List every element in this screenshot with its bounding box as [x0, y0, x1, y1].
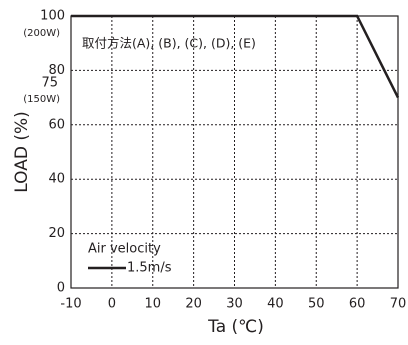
y-annotation: (200W) — [23, 28, 60, 39]
x-tick-label: 20 — [185, 297, 202, 312]
y-axis-title: LOAD (%) — [12, 111, 32, 193]
series-line — [71, 14, 400, 99]
x-tick-label: 50 — [308, 297, 325, 312]
x-tick-label: -10 — [60, 297, 81, 312]
x-tick-label: 60 — [349, 297, 366, 312]
y-tick-label: 20 — [48, 226, 65, 241]
y-tick-label: 60 — [48, 117, 65, 132]
y-tick-label: 80 — [48, 63, 65, 78]
x-tick-label: 0 — [108, 297, 116, 312]
y-tick-label: 100 — [40, 9, 65, 24]
x-tick-label: 10 — [144, 297, 161, 312]
y-tick-label: 0 — [57, 281, 65, 296]
mounting-note: 取付方法(A), (B), (C), (D), (E) — [82, 36, 256, 51]
x-tick-label: 40 — [267, 297, 284, 312]
x-tick-label: 30 — [226, 297, 243, 312]
y-annotation: 75 — [41, 76, 58, 91]
x-axis-title: Ta (℃) — [207, 317, 264, 337]
x-tick-label: 70 — [390, 297, 407, 312]
y-tick-label: 40 — [48, 172, 65, 187]
legend-label: 1.5m/s — [127, 261, 172, 276]
y-annotation: (150W) — [23, 94, 60, 105]
legend-title: Air velocity — [88, 242, 161, 257]
